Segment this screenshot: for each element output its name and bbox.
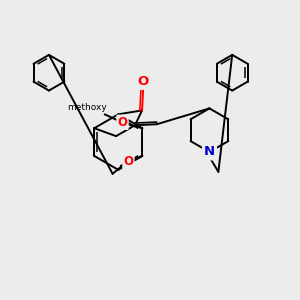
Text: O: O [124,155,134,168]
Text: O: O [137,75,149,88]
Text: N: N [204,146,215,158]
Text: methoxy: methoxy [75,112,103,117]
Text: O: O [118,116,128,129]
Text: methoxy: methoxy [88,103,122,112]
Text: methoxy: methoxy [67,103,107,112]
Text: methoxy: methoxy [91,105,130,114]
